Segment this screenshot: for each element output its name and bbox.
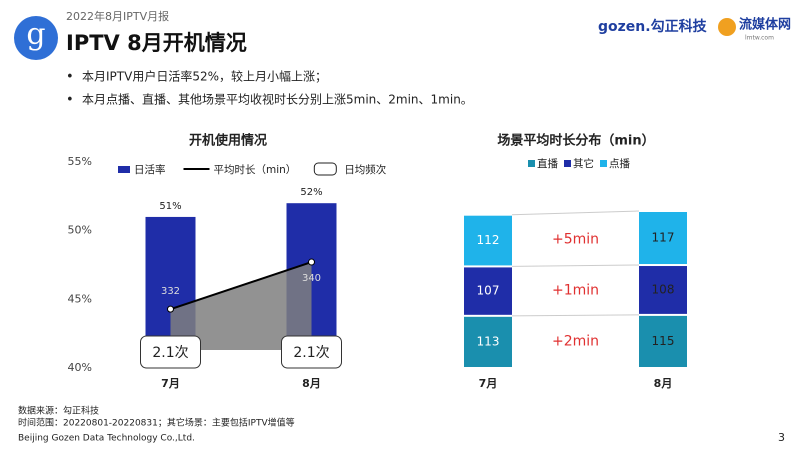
legend-label: 平均时长（min） — [214, 164, 297, 176]
legend-label: 日活率 — [134, 163, 166, 176]
lmtw-url: lmtw.com — [745, 35, 774, 42]
bar-segment — [639, 212, 687, 265]
y-tick-label: 55% — [68, 155, 92, 168]
period: 时间范围：20220801-20220831；其它场景：主要包括IPTV增值等 — [18, 417, 295, 429]
company: Beijing Gozen Data Technology Co.,Ltd. — [18, 434, 195, 444]
frequency-label: 2.1次 — [152, 345, 188, 361]
x-tick-label: 7月 — [161, 377, 180, 390]
bar-value-label: 52% — [300, 187, 322, 198]
bullet: 本月点播、直播、其他场景平均收视时长分别上涨5min、2min、1min。 — [82, 92, 473, 107]
line-value-label: 332 — [161, 286, 180, 297]
legend-label: 点播 — [609, 157, 630, 170]
lmtw-icon — [718, 18, 736, 36]
frequency-box — [281, 335, 342, 369]
shaded-area — [170, 262, 312, 350]
legend-swatch — [600, 160, 607, 167]
legend-swatch — [564, 160, 571, 167]
bar-value-label: 51% — [159, 201, 181, 212]
y-tick-label: 40% — [68, 361, 92, 374]
line-point — [308, 258, 315, 266]
chart-title: 开机使用情况 — [189, 133, 267, 149]
segment-label: 115 — [652, 334, 675, 348]
report-name: 2022年8月IPTV月报 — [66, 9, 169, 23]
legend-swatch — [313, 162, 337, 176]
frequency-label: 2.1次 — [293, 345, 329, 361]
page-number: 3 — [778, 431, 785, 444]
lmtw-logo: 流媒体网 — [739, 17, 791, 33]
change-annotation: +5min — [552, 231, 599, 247]
bullet-dot: • — [66, 70, 74, 85]
logo-glyph: g — [26, 17, 45, 52]
line — [170, 261, 312, 311]
x-tick-label: 7月 — [479, 377, 498, 390]
chart-title: 场景平均时长分布（min） — [497, 133, 654, 149]
source: 数据来源：勾正科技 — [18, 405, 99, 417]
legend-swatch — [118, 166, 130, 173]
segment-label: 108 — [652, 282, 675, 296]
y-tick-label: 50% — [68, 224, 92, 237]
bar-segment — [639, 315, 687, 367]
x-tick-label: 8月 — [654, 377, 673, 390]
segment-label: 113 — [477, 334, 500, 348]
legend-label: 其它 — [573, 157, 594, 170]
segment-label: 112 — [477, 233, 500, 247]
y-tick-label: 45% — [68, 292, 92, 305]
segment-label: 107 — [477, 284, 500, 298]
legend-label: 直播 — [537, 157, 558, 170]
bar-segment — [464, 215, 512, 266]
change-annotation: +1min — [552, 283, 599, 299]
legend-swatch — [528, 160, 535, 167]
connector — [511, 314, 640, 317]
legend-label: 日均频次 — [344, 163, 386, 176]
connector — [511, 210, 640, 216]
line-point — [167, 305, 174, 313]
gozen-logo: gozen.勾正科技 — [598, 18, 708, 35]
bar-segment — [464, 267, 512, 315]
change-annotation: +2min — [552, 334, 599, 350]
line-value-label: 340 — [302, 273, 321, 284]
bar-segment — [464, 316, 512, 367]
slide-title: IPTV 8月开机情况 — [66, 31, 247, 55]
bar-segment — [639, 266, 687, 314]
bullet-dot: • — [66, 93, 74, 108]
bullet: 本月IPTV用户日活率52%，较上月小幅上涨； — [82, 69, 327, 84]
logo-mark — [14, 16, 58, 60]
x-tick-label: 8月 — [302, 377, 321, 390]
connector — [511, 264, 640, 267]
frequency-box — [140, 335, 201, 369]
segment-label: 117 — [652, 231, 675, 245]
